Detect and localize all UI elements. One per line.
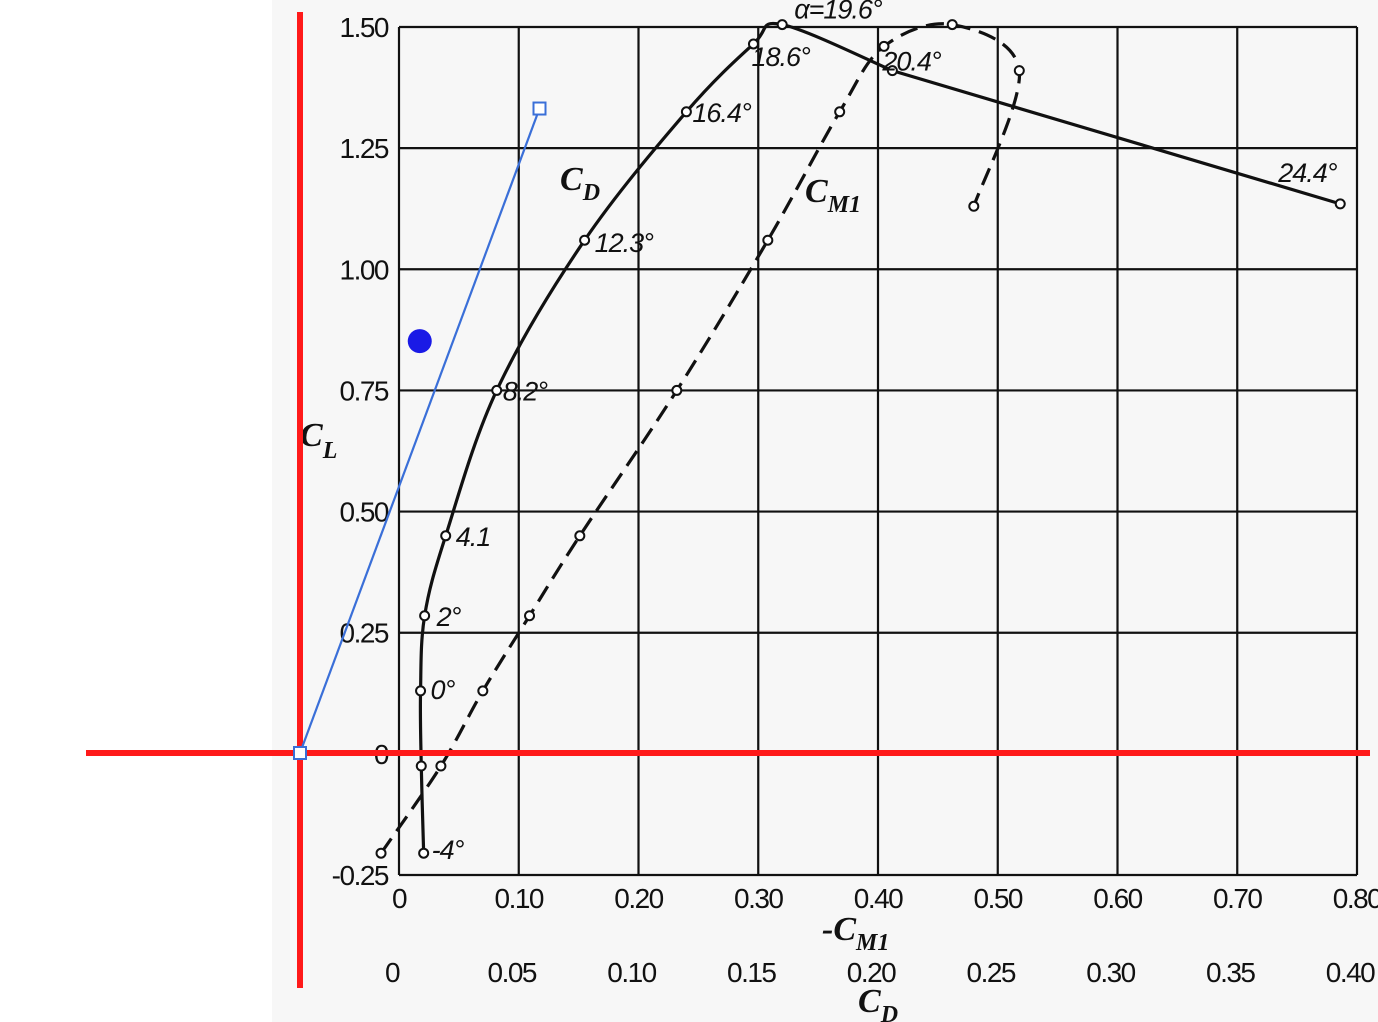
tangent-line[interactable] bbox=[298, 108, 541, 754]
x-bottom-tick-label: 0.30 bbox=[1086, 957, 1135, 988]
x-top-tick-label: 0.60 bbox=[1093, 883, 1142, 914]
cm1-data-point bbox=[435, 760, 447, 772]
cm1-curve-markers bbox=[375, 19, 1025, 859]
x-bottom-tick-label: 0.25 bbox=[967, 957, 1016, 988]
cm1-data-point bbox=[834, 106, 846, 118]
y-tick-label: 1.50 bbox=[340, 12, 389, 43]
x-top-tick-label: 0.40 bbox=[854, 883, 903, 914]
angle-label: 8.2° bbox=[503, 376, 549, 406]
angle-label: 0° bbox=[431, 675, 456, 705]
angle-label: 18.6° bbox=[751, 42, 811, 72]
x-bottom-tick-label: 0.15 bbox=[727, 957, 776, 988]
angle-label: 4.1 bbox=[456, 522, 491, 552]
cd-data-point bbox=[419, 610, 431, 622]
cd-data-point bbox=[415, 685, 427, 697]
y-tick-labels: 1.501.251.000.750.500.250-0.25 bbox=[332, 12, 391, 891]
y-tick-label: 1.00 bbox=[340, 254, 389, 285]
angle-label: 2° bbox=[436, 602, 462, 632]
cd-curve-markers bbox=[415, 19, 1346, 859]
y-axis-title: CL bbox=[300, 417, 337, 464]
x-top-tick-label: 0.20 bbox=[614, 883, 663, 914]
cm1-data-point bbox=[477, 685, 489, 697]
cm1-series-label: CM1 bbox=[805, 173, 861, 218]
angle-label: 16.4° bbox=[692, 98, 752, 128]
x-bottom-tick-label: 0.05 bbox=[488, 957, 537, 988]
x-top-tick-label: 0 bbox=[392, 883, 407, 914]
cm1-data-point bbox=[1013, 65, 1025, 77]
cm1-data-point bbox=[878, 40, 890, 52]
cd-series-label: CD bbox=[560, 161, 600, 206]
y-tick-label: -0.25 bbox=[332, 860, 389, 891]
x-bottom-tick-label: 0.20 bbox=[847, 957, 896, 988]
cd-data-point bbox=[440, 530, 452, 542]
angle-label: -4° bbox=[432, 835, 465, 865]
cd-data-point bbox=[886, 65, 898, 77]
x-bottom-tick-label: 0 bbox=[385, 957, 400, 988]
x-top-tick-labels: 0 0.10 0.20 0.30 0.40 0.50 0.60 0.70 0.80 bbox=[392, 883, 1378, 914]
x-top-tick-label: 0.30 bbox=[734, 883, 783, 914]
cd-data-point bbox=[491, 384, 503, 396]
cm1-data-point bbox=[968, 200, 980, 212]
x-bottom-tick-label: 0.40 bbox=[1326, 957, 1375, 988]
angle-label: 20.4° bbox=[881, 47, 942, 77]
cd-data-point bbox=[579, 234, 591, 246]
cm1-data-point bbox=[946, 19, 958, 31]
x-top-tick-label: 0.80 bbox=[1333, 883, 1378, 914]
angle-label: 12.3° bbox=[595, 228, 655, 258]
y-tick-label: 0.50 bbox=[340, 497, 389, 528]
x-top-axis-title: -CM1 bbox=[822, 911, 889, 956]
cd-polar-curve bbox=[418, 21, 1341, 854]
angle-label: 24.4° bbox=[1277, 158, 1338, 188]
cd-data-point bbox=[776, 19, 788, 31]
x-bottom-axis-title: CD bbox=[858, 983, 898, 1022]
tangent-end-handle[interactable] bbox=[532, 101, 547, 116]
angle-annotations: -4° 0° 2° 4.1 8.2° 12.3° 16.4° 18.6° α=19.6° 20.4… bbox=[431, 0, 1339, 865]
cd-data-point bbox=[1334, 198, 1346, 210]
x-bottom-tick-label: 0.35 bbox=[1206, 957, 1255, 988]
y-tick-label: 0.25 bbox=[340, 618, 389, 649]
tangent-start-handle[interactable] bbox=[293, 746, 307, 760]
tangent-point[interactable] bbox=[407, 329, 432, 354]
cd-data-point bbox=[747, 38, 759, 50]
cm1-data-point bbox=[574, 530, 586, 542]
x-top-tick-label: 0.10 bbox=[495, 883, 544, 914]
x-bottom-tick-label: 0.10 bbox=[607, 957, 656, 988]
cd-data-point bbox=[680, 106, 692, 118]
cd-data-point bbox=[415, 760, 427, 772]
cm1-data-point bbox=[762, 234, 774, 246]
cd-data-point bbox=[418, 847, 430, 859]
x-top-tick-label: 0.50 bbox=[974, 883, 1023, 914]
y-tick-label: 0.75 bbox=[340, 375, 389, 406]
angle-label: α=19.6° bbox=[794, 0, 883, 25]
cm1-data-point bbox=[671, 384, 683, 396]
y-tick-label: 1.25 bbox=[340, 133, 389, 164]
x-bottom-tick-labels: 0 0.05 0.10 0.15 0.20 0.25 0.30 0.35 0.40 bbox=[385, 957, 1377, 988]
cm1-data-point bbox=[524, 610, 536, 622]
cm1-data-point bbox=[375, 847, 387, 859]
x-top-tick-label: 0.70 bbox=[1213, 883, 1262, 914]
